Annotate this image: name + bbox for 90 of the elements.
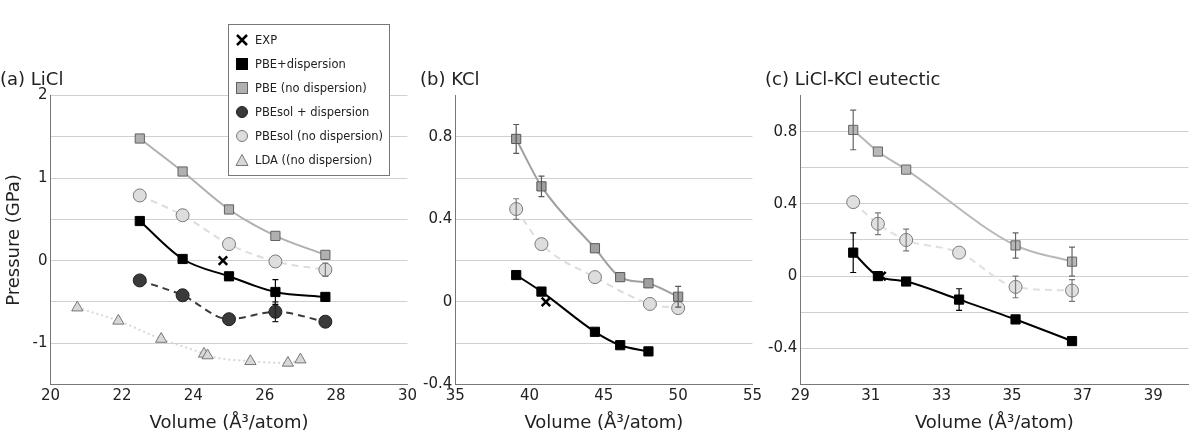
point: [222, 312, 237, 327]
legend-label: PBEsol (no dispersion): [255, 129, 384, 143]
y-tick-label: -1: [32, 333, 48, 352]
point: [509, 202, 524, 217]
point: [134, 215, 145, 227]
x-tick-label: 39: [1143, 386, 1163, 405]
y-tick-label: 0.8: [773, 121, 798, 140]
point: [175, 288, 190, 303]
legend-label: PBEsol + dispersion: [255, 105, 370, 119]
point: [268, 304, 283, 319]
point: [901, 276, 912, 287]
point: [318, 314, 333, 329]
point: [643, 346, 654, 357]
point: [534, 237, 549, 252]
y-tick-label: 0: [442, 291, 453, 310]
point: [132, 273, 147, 288]
y-tick-label: 0.4: [428, 209, 453, 228]
point: [1066, 335, 1078, 347]
point: [175, 208, 190, 223]
point: [294, 352, 307, 364]
point: [268, 254, 283, 269]
point: [155, 332, 168, 343]
x-tick-label: 40: [520, 386, 540, 405]
point: [270, 286, 281, 298]
chart-title: (c) LiCl-KCl eutectic: [765, 68, 941, 90]
point: [589, 243, 601, 254]
point: [901, 164, 912, 175]
point: [643, 278, 654, 289]
chart-title: (b) KCl: [420, 68, 480, 90]
x-tick-label: 24: [183, 386, 203, 405]
legend-label: PBE (no dispersion): [255, 81, 367, 95]
point: [952, 245, 967, 260]
point: [71, 300, 84, 312]
y-tick-label: -0.4: [767, 338, 798, 357]
point: [281, 355, 295, 367]
point: [270, 230, 281, 241]
x-tick-label: 55: [742, 386, 762, 405]
x-axis-title: Volume (Å³/atom): [524, 410, 684, 432]
point: [615, 340, 626, 351]
point: [1008, 279, 1023, 294]
x-tick-label: 29: [790, 386, 810, 405]
point: [177, 253, 188, 265]
x-tick-label: 45: [594, 386, 614, 405]
legend-label: EXP: [255, 33, 278, 47]
point: [589, 326, 601, 337]
y-tick-label: 1: [38, 168, 48, 186]
point: [222, 237, 237, 252]
point: [872, 146, 884, 157]
point: [177, 166, 188, 177]
point: [587, 270, 602, 285]
point: [320, 249, 331, 260]
point: [615, 272, 626, 283]
point: [642, 296, 657, 311]
legend-label: PBE+dispersion: [255, 57, 346, 71]
y-tick-label: 0.4: [773, 193, 798, 212]
x-tick-label: 35: [1002, 386, 1022, 405]
point: [846, 195, 861, 210]
point: [540, 296, 552, 308]
point: [201, 348, 214, 360]
point: [673, 291, 684, 302]
point: [1010, 240, 1021, 251]
point: [536, 181, 547, 192]
x-axis-title: Volume (Å³/atom): [914, 410, 1074, 432]
point: [848, 247, 859, 258]
x-tick-label: 37: [1073, 386, 1093, 405]
y-tick-label: 0: [38, 250, 48, 269]
point: [112, 313, 125, 325]
x-tick-label: 33: [931, 386, 951, 405]
x-tick-label: 26: [255, 386, 275, 405]
x-tick-label: 30: [397, 386, 417, 405]
y-tick-label: 0.8: [428, 126, 453, 145]
point: [217, 255, 229, 267]
point: [1010, 314, 1021, 325]
x-tick-label: 28: [326, 386, 346, 405]
x-tick-label: 31: [861, 386, 881, 405]
point: [320, 291, 331, 303]
y-axis-title: Pressure (GPa): [2, 174, 24, 306]
x-tick-label: 22: [112, 386, 132, 405]
point: [223, 204, 235, 215]
point: [244, 354, 257, 366]
point: [134, 133, 145, 144]
x-tick-label: 20: [41, 386, 61, 405]
point: [132, 188, 147, 203]
legend-label: LDA ((no dispersion): [255, 153, 373, 167]
point: [511, 269, 522, 281]
x-axis-title: Volume (Å³/atom): [149, 410, 309, 432]
point: [223, 271, 235, 282]
x-tick-label: 50: [668, 386, 688, 405]
y-tick-label: 0: [787, 265, 798, 284]
point: [536, 286, 547, 297]
